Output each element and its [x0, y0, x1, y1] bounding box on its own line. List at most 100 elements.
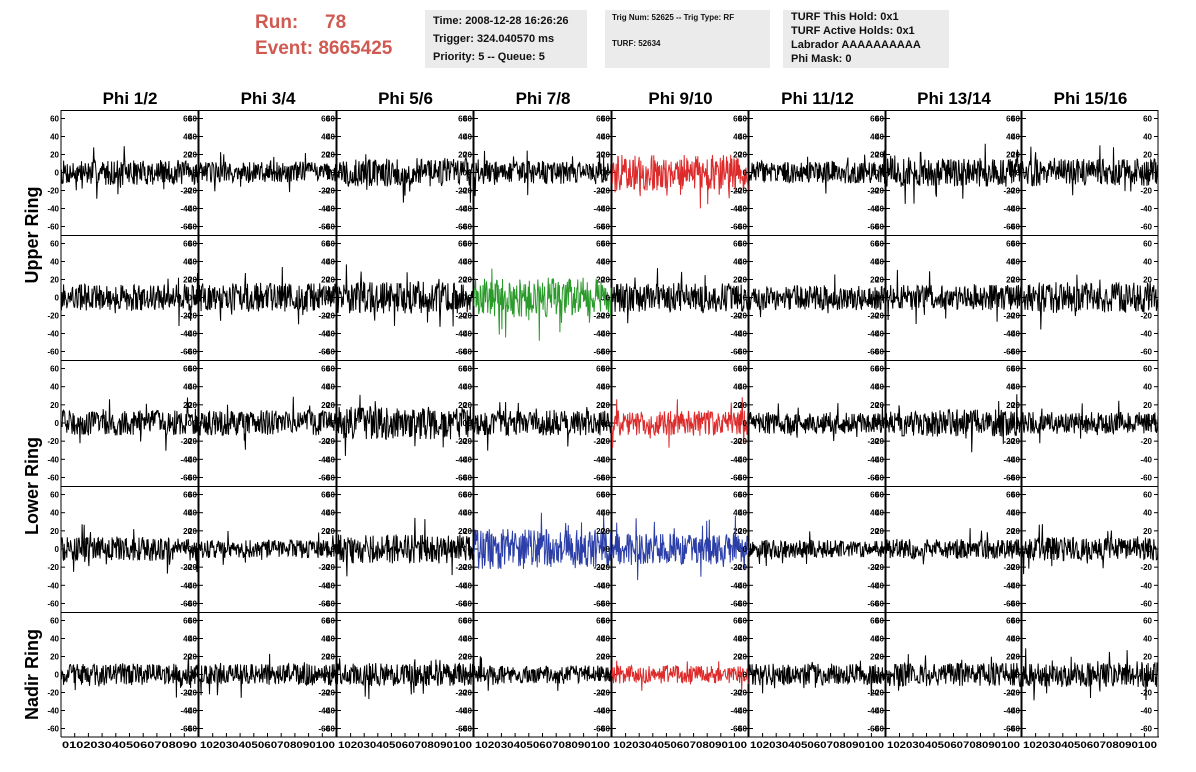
y-tick-label-left: 40 — [1011, 133, 1020, 142]
y-tick-label-left: -40 — [872, 330, 884, 339]
y-tick-label-right: 60 — [596, 491, 605, 500]
y-tick-label-right: 60 — [733, 240, 742, 249]
y-tick-label-left: -60 — [1008, 599, 1020, 608]
y-tick-label-left: 0 — [468, 294, 473, 303]
y-tick-label-right: -40 — [867, 581, 879, 590]
y-tick-label-left: -20 — [872, 312, 884, 321]
y-tick-label-left: -40 — [598, 455, 610, 464]
y-tick-label-right: -20 — [867, 563, 879, 572]
y-tick-label-right: -40 — [593, 330, 605, 339]
y-tick-label-right: 20 — [870, 151, 879, 160]
y-tick-label-right: -40 — [730, 455, 742, 464]
waveform-trace — [336, 264, 474, 327]
waveform-trace — [748, 274, 886, 318]
y-tick-label-right: 40 — [596, 258, 605, 267]
y-tick-label-left: 0 — [1016, 545, 1021, 554]
y-tick-label-left: 20 — [326, 527, 335, 536]
y-tick-label-right: 60 — [458, 240, 467, 249]
y-tick-label-left: -20 — [598, 563, 610, 572]
y-tick-label-right: -60 — [867, 473, 879, 482]
y-tick-label-right: 40 — [870, 509, 879, 518]
y-tick-label-right: -20 — [730, 312, 742, 321]
y-tick-label-right: -60 — [455, 725, 467, 734]
y-tick-label-right: 60 — [183, 240, 192, 249]
y-tick-label-left: 0 — [468, 419, 473, 428]
y-tick-label-left: 20 — [738, 527, 747, 536]
y-tick-label-left: -40 — [872, 455, 884, 464]
waveform-trace — [1021, 648, 1159, 701]
y-tick-label-left: -20 — [1008, 689, 1020, 698]
y-tick-label-left: 20 — [738, 151, 747, 160]
y-tick-label-left: 60 — [463, 617, 472, 626]
y-tick-label-left: 0 — [743, 169, 748, 178]
y-tick-label-right: 0 — [463, 419, 468, 428]
y-tick-label-right: 60 — [870, 491, 879, 500]
y-tick-label-left: -20 — [323, 563, 335, 572]
y-tick-label-right: 40 — [183, 133, 192, 142]
y-tick-label-right: -60 — [867, 599, 879, 608]
y-tick-label-right: 60 — [1143, 491, 1152, 500]
y-tick-label-right: -40 — [730, 205, 742, 214]
y-tick-label-left: -60 — [185, 725, 197, 734]
column-header: Phi 5/6 — [378, 89, 433, 108]
waveform-trace — [336, 658, 474, 700]
y-tick-label-right: -60 — [318, 223, 330, 232]
y-tick-label-right: 20 — [183, 653, 192, 662]
y-tick-label-right: 40 — [458, 509, 467, 518]
y-tick-label-right: 0 — [188, 294, 193, 303]
y-tick-label-right: 20 — [1006, 401, 1015, 410]
y-tick-label-left: -60 — [323, 473, 335, 482]
y-tick-label-left: 20 — [188, 151, 197, 160]
y-tick-label-right: 0 — [188, 545, 193, 554]
y-tick-label-right: -20 — [1003, 187, 1015, 196]
y-tick-label-right: 20 — [321, 276, 330, 285]
waveform-trace — [198, 152, 337, 193]
y-tick-label-right: 20 — [458, 151, 467, 160]
trig-num-box: Trig Num: 52625 -- Trig Type: RF TURF: 5… — [605, 10, 770, 68]
y-tick-label-right: -40 — [1140, 707, 1152, 716]
waveform-trace — [611, 397, 749, 449]
y-tick-label-right: 40 — [1006, 509, 1015, 518]
y-tick-label-left: -60 — [735, 223, 747, 232]
y-tick-label-right: -40 — [867, 330, 879, 339]
y-tick-label-right: 40 — [733, 509, 742, 518]
waveform-trace — [473, 268, 612, 341]
y-tick-label-right: -60 — [1140, 599, 1152, 608]
y-tick-label-right: -20 — [318, 187, 330, 196]
y-tick-label-left: 40 — [50, 635, 59, 644]
y-tick-label-left: 20 — [738, 401, 747, 410]
waveform-trace — [473, 150, 612, 197]
y-tick-label-right: -60 — [455, 599, 467, 608]
y-tick-label-left: 60 — [738, 617, 747, 626]
y-tick-label-left: -20 — [323, 187, 335, 196]
y-tick-label-left: 60 — [1011, 491, 1020, 500]
x-tick-labels: 102030405060708090100 — [200, 740, 335, 750]
y-tick-label-left: -60 — [872, 223, 884, 232]
y-tick-label-left: -20 — [598, 312, 610, 321]
row-label: Upper Ring — [22, 187, 42, 284]
y-tick-label-left: 20 — [1011, 151, 1020, 160]
y-tick-label-left: 20 — [463, 527, 472, 536]
y-tick-label-left: 20 — [601, 276, 610, 285]
y-tick-label-right: 60 — [321, 115, 330, 124]
y-tick-label-left: -40 — [735, 707, 747, 716]
y-tick-label-right: 60 — [596, 617, 605, 626]
y-tick-label-left: 0 — [880, 671, 885, 680]
y-tick-label-right: -20 — [1140, 312, 1152, 321]
y-tick-label-right: -40 — [180, 330, 192, 339]
x-tick-labels: 0102030405060708090 — [62, 740, 197, 750]
y-tick-label-left: 20 — [188, 527, 197, 536]
y-tick-label-left: 20 — [326, 151, 335, 160]
y-tick-label-left: -20 — [1008, 563, 1020, 572]
y-tick-label-right: 60 — [183, 491, 192, 500]
y-tick-label-left: -20 — [1008, 437, 1020, 446]
y-tick-label-right: 20 — [1006, 276, 1015, 285]
y-tick-label-left: -60 — [1008, 348, 1020, 357]
y-tick-label-right: -40 — [730, 581, 742, 590]
y-tick-label-right: -20 — [730, 563, 742, 572]
y-tick-label-right: -60 — [180, 223, 192, 232]
y-tick-label-left: 0 — [606, 545, 611, 554]
y-tick-label-right: 40 — [458, 383, 467, 392]
y-tick-label-left: -60 — [872, 725, 884, 734]
y-tick-label-left: -20 — [323, 689, 335, 698]
